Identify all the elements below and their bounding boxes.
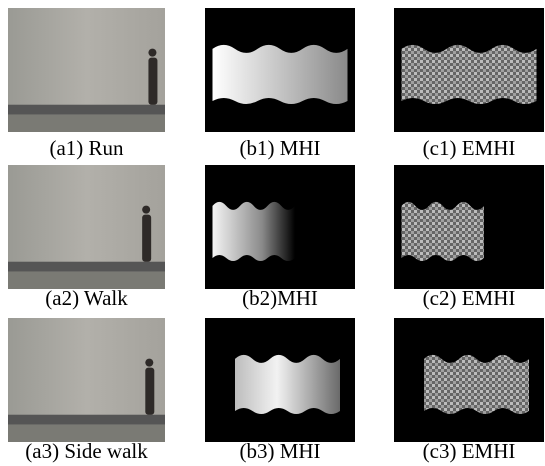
panel: (b2)MHI [205,165,355,310]
ground [8,115,165,132]
person-head [142,206,150,214]
motion-region [235,355,340,414]
caption: (b2)MHI [242,286,318,310]
caption: (a3) Side walk [25,439,148,463]
caption: (b3) MHI [239,439,320,463]
caption: (a2) Walk [45,286,128,310]
motion-region [213,202,296,261]
person-head [145,359,153,367]
caption: (c3) EMHI [423,439,516,463]
panel: (a3) Side walk [8,318,165,463]
motion-region [402,45,537,104]
motion-region [402,202,485,261]
caption: (c1) EMHI [423,136,516,160]
caption: (c2) EMHI [423,286,516,310]
panel: (c1) EMHI [394,8,544,160]
caption: (b1) MHI [239,136,320,160]
person [142,215,151,262]
person [148,58,157,105]
figure: (a1) Run (b1) MHI (c1) EMHI (a2) Walk (b2)MH… [0,0,545,466]
panel: (c2) EMHI [394,165,544,310]
ground [8,105,165,115]
panel: (a2) Walk [8,165,165,310]
caption: (a1) Run [49,136,124,160]
ground [8,415,165,425]
panel: (b1) MHI [205,8,355,160]
motion-region [424,355,529,414]
person [145,368,154,415]
panel: (a1) Run [8,8,165,160]
panel: (b3) MHI [205,318,355,463]
motion-region [213,45,348,104]
panel: (c3) EMHI [394,318,544,463]
person-head [148,49,156,57]
ground [8,262,165,272]
